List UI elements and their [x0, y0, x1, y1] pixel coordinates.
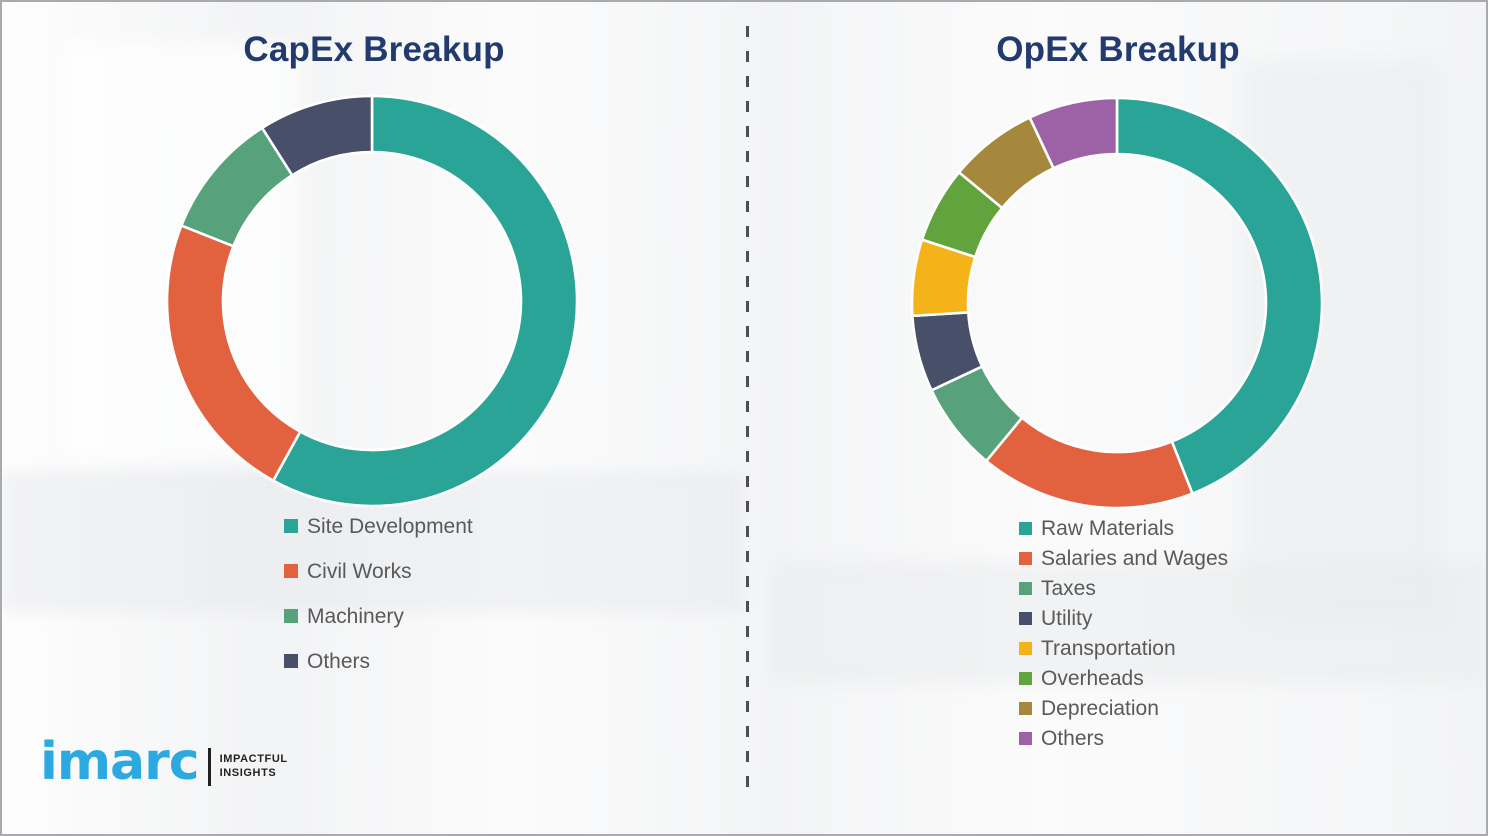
vertical-dashed-divider — [746, 26, 749, 792]
donut-segment-civil-works — [165, 223, 302, 483]
legend-item-machinery: Machinery — [284, 604, 473, 628]
legend-item-site-development: Site Development — [284, 514, 473, 538]
legend-item-taxes: Taxes — [1019, 577, 1228, 600]
legend-item-salaries-and-wages: Salaries and Wages — [1019, 547, 1228, 570]
donut-segment-others — [260, 94, 374, 177]
logo-tagline: IMPACTFUL INSIGHTS — [220, 753, 288, 781]
opex-chart-title: OpEx Breakup — [996, 30, 1240, 69]
legend-item-transportation: Transportation — [1019, 637, 1228, 660]
donut-segment-salaries-and-wages — [984, 415, 1195, 510]
donut-segment-site-development — [271, 94, 579, 508]
logo-tagline-line1: IMPACTFUL — [219, 753, 288, 766]
legend-label-salaries-and-wages: Salaries and Wages — [1041, 547, 1229, 570]
legend-item-utility: Utility — [1019, 607, 1228, 630]
legend-item-others: Others — [284, 649, 473, 673]
logo-tagline-line2: INSIGHTS — [219, 767, 277, 779]
legend-label-raw-materials: Raw Materials — [1041, 517, 1175, 540]
imarc-logo-wordmark: imarc — [40, 731, 200, 792]
legend-swatch-salaries-and-wages — [1019, 552, 1032, 565]
legend-swatch-transportation — [1019, 642, 1032, 655]
legend-swatch-depreciation — [1019, 702, 1032, 715]
opex-panel: OpEx Breakup Raw Materials Salaries and W… — [746, 2, 1486, 834]
legend-swatch-others — [1019, 732, 1032, 745]
capex-chart-title: CapEx Breakup — [243, 30, 505, 69]
legend-swatch-others — [284, 654, 298, 668]
legend-label-machinery: Machinery — [307, 604, 404, 628]
donut-segment-raw-materials — [1115, 96, 1324, 496]
legend-swatch-machinery — [284, 609, 298, 623]
logo-divider-bar — [207, 748, 211, 786]
legend-label-utility: Utility — [1041, 607, 1093, 630]
legend-label-site-development: Site Development — [307, 514, 473, 538]
legend-swatch-taxes — [1019, 582, 1032, 595]
legend-swatch-site-development — [284, 519, 298, 533]
legend-swatch-utility — [1019, 612, 1032, 625]
legend-item-overheads: Overheads — [1019, 667, 1228, 690]
legend-item-civil-works: Civil Works — [284, 559, 473, 583]
opex-legend: Raw Materials Salaries and Wages Taxes Util… — [1019, 517, 1228, 757]
legend-label-taxes: Taxes — [1041, 577, 1096, 600]
opex-donut-chart — [910, 96, 1324, 510]
legend-label-overheads: Overheads — [1041, 667, 1144, 690]
legend-label-others: Others — [1041, 727, 1105, 750]
legend-label-civil-works: Civil Works — [307, 559, 412, 583]
legend-item-raw-materials: Raw Materials — [1019, 517, 1228, 540]
capex-legend: Site Development Civil Works Machinery Othe… — [284, 514, 473, 694]
donut-segment-others — [1027, 96, 1119, 170]
legend-label-depreciation: Depreciation — [1041, 697, 1159, 720]
legend-item-depreciation: Depreciation — [1019, 697, 1228, 720]
capex-donut-chart — [165, 94, 579, 508]
legend-label-others: Others — [307, 649, 371, 673]
capex-panel: CapEx Breakup Site Development Civil Work… — [2, 2, 746, 834]
legend-swatch-raw-materials — [1019, 522, 1032, 535]
legend-item-others: Others — [1019, 727, 1228, 750]
legend-swatch-overheads — [1019, 672, 1032, 685]
imarc-logo: imarc IMPACTFUL INSIGHTS — [40, 731, 288, 792]
legend-label-transportation: Transportation — [1041, 637, 1176, 660]
legend-swatch-civil-works — [284, 564, 298, 578]
